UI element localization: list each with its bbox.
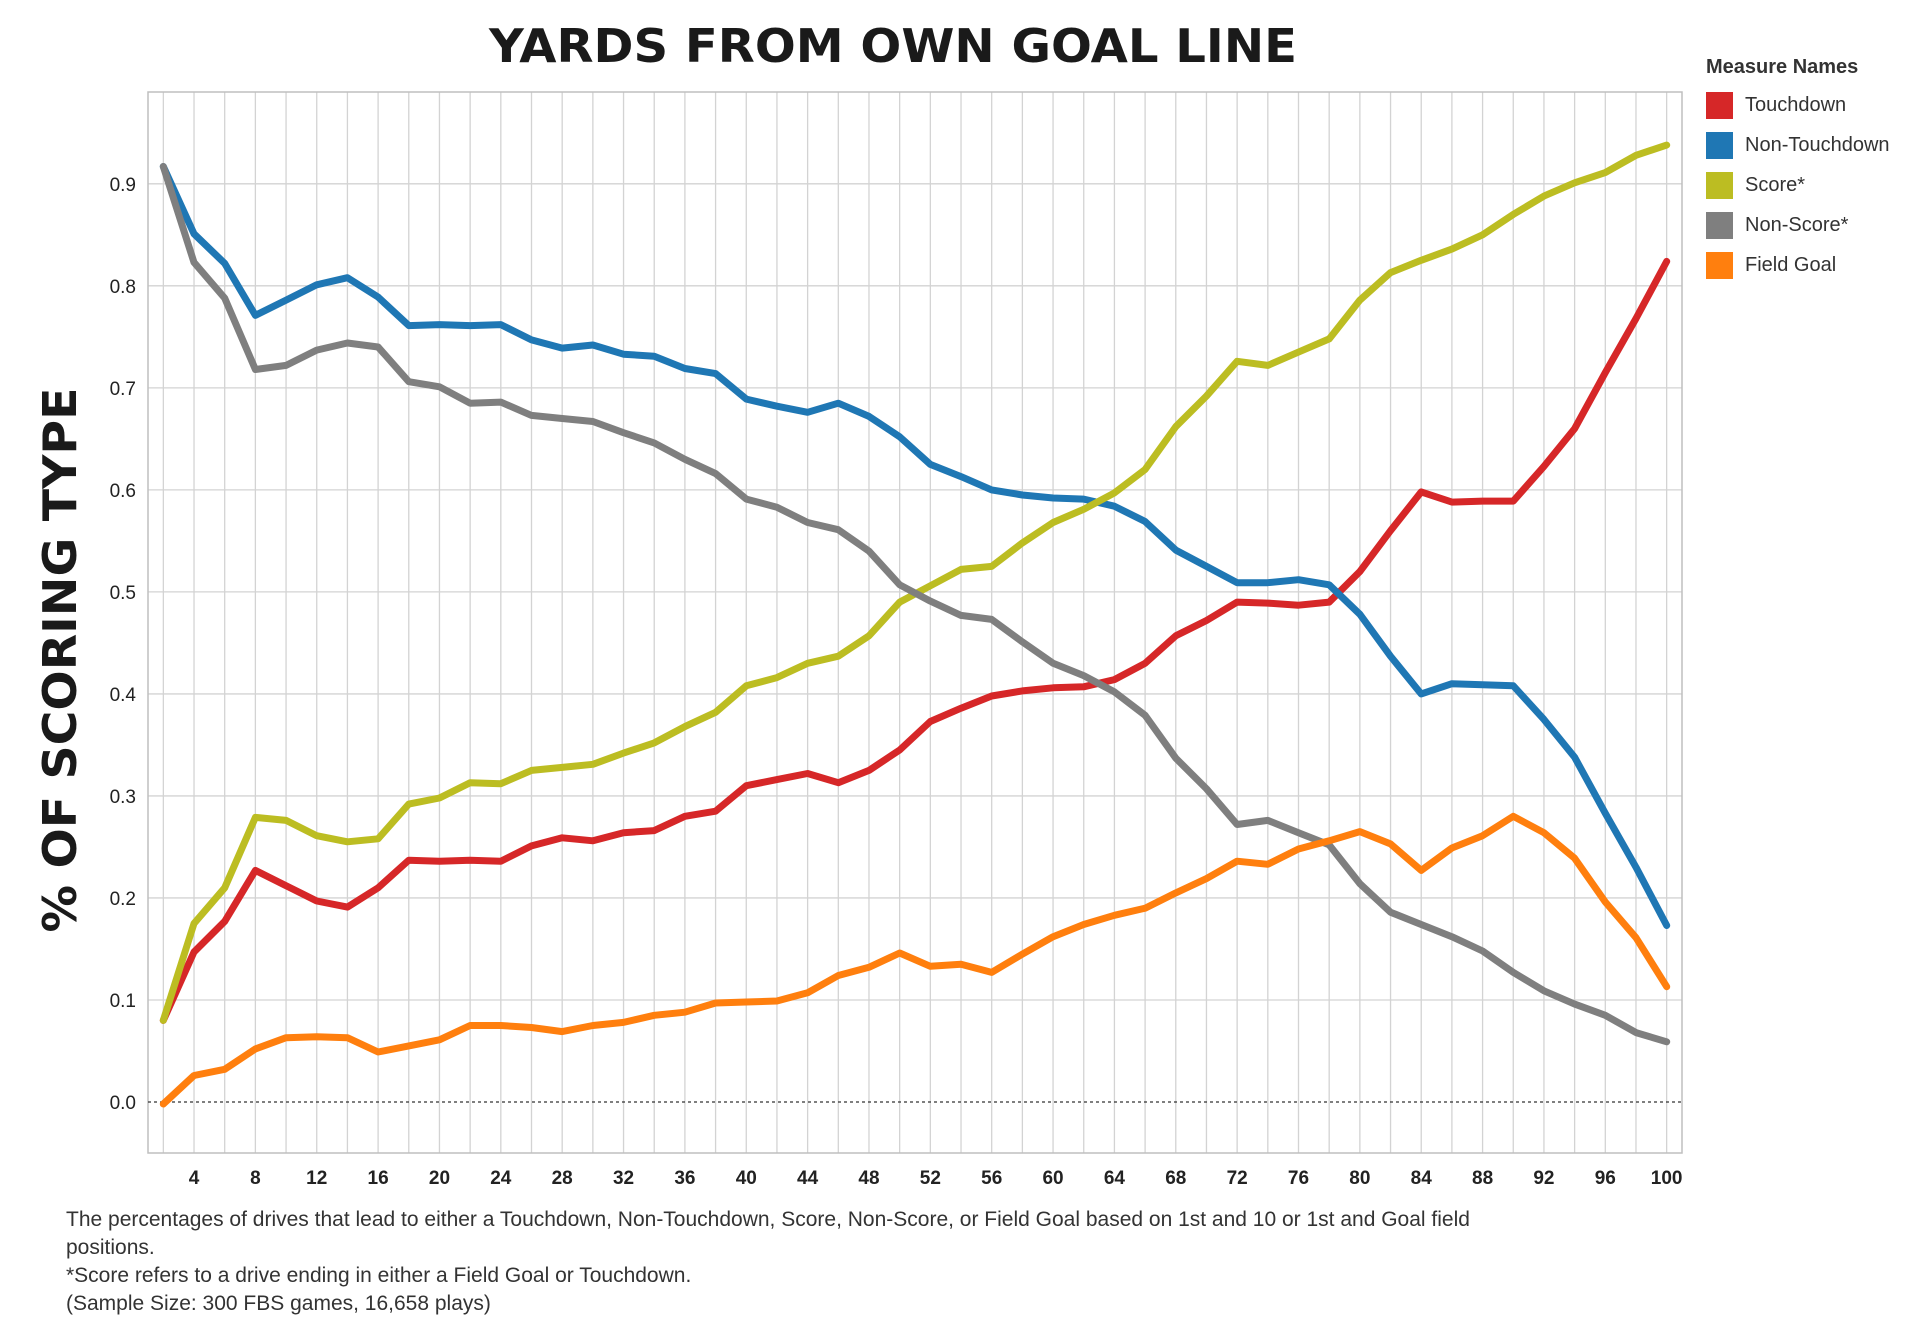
x-tick-label: 12 <box>306 1168 327 1189</box>
x-tick-label: 24 <box>490 1168 512 1189</box>
x-tick-label: 48 <box>858 1168 879 1189</box>
series-line-non-score <box>159 163 1671 1046</box>
x-tick-label: 16 <box>368 1168 389 1189</box>
x-tick-label: 20 <box>429 1168 450 1189</box>
y-tick-label: 0.4 <box>110 685 137 706</box>
legend-label: Field Goal <box>1745 253 1837 276</box>
y-tick-label: 0.1 <box>110 991 136 1012</box>
y-tick-label: 0.8 <box>110 277 136 298</box>
legend-label: Non-Score* <box>1745 213 1849 236</box>
legend-swatch <box>1706 211 1733 239</box>
x-tick-label: 96 <box>1595 1168 1616 1189</box>
series-layer <box>159 141 1671 1108</box>
x-tick-label: 28 <box>552 1168 573 1189</box>
x-axis-ticks: 4 8 12 16 20 24 28 32 36 40 44 48 52 56 60 64 68 72 76 80 84… <box>189 1168 1683 1189</box>
y-axis-label: % OF SCORING TYPE <box>33 388 87 933</box>
x-tick-label: 92 <box>1533 1168 1554 1189</box>
legend: Measure Names Touchdown Non-Touchdown Scor… <box>1706 56 1906 285</box>
legend-label: Touchdown <box>1745 93 1847 116</box>
legend-swatch <box>1706 131 1733 159</box>
x-tick-label: 32 <box>613 1168 634 1189</box>
x-tick-label: 100 <box>1651 1168 1683 1189</box>
x-tick-label: 8 <box>250 1168 261 1189</box>
footnote-line: *Score refers to a drive ending in eithe… <box>66 1264 692 1287</box>
footnote-line: (Sample Size: 300 FBS games, 16,658 play… <box>66 1292 491 1315</box>
x-tick-label: 80 <box>1349 1168 1370 1189</box>
chart-title: YARDS FROM OWN GOAL LINE <box>488 19 1297 73</box>
series-line-touchdown <box>159 257 1671 1024</box>
y-tick-label: 0.5 <box>110 583 136 604</box>
y-tick-label: 0.3 <box>110 787 136 808</box>
series-line-score <box>159 141 1671 1024</box>
x-tick-label: 72 <box>1227 1168 1248 1189</box>
y-tick-label: 0.7 <box>110 379 136 400</box>
y-tick-label: 0.2 <box>110 889 136 910</box>
x-tick-label: 4 <box>189 1168 200 1189</box>
x-tick-label: 60 <box>1042 1168 1063 1189</box>
legend-swatch <box>1706 91 1733 119</box>
footnote-line: positions. <box>66 1236 155 1259</box>
x-tick-label: 64 <box>1104 1168 1126 1189</box>
legend-item-field-goal: Field Goal <box>1706 245 1906 285</box>
x-tick-label: 84 <box>1411 1168 1433 1189</box>
x-tick-label: 68 <box>1165 1168 1186 1189</box>
legend-swatch <box>1706 251 1733 279</box>
legend-label: Score* <box>1745 173 1806 196</box>
series-line-non-touchdown <box>159 163 1671 929</box>
x-tick-label: 44 <box>797 1168 819 1189</box>
y-axis-ticks: 0.0 0.1 0.2 0.3 0.4 0.5 0.6 0.7 0.8 0.9 <box>110 175 137 1114</box>
legend-item-score: Score* <box>1706 165 1906 205</box>
x-tick-label: 76 <box>1288 1168 1309 1189</box>
x-tick-label: 56 <box>981 1168 1002 1189</box>
footnote: The percentages of drives that lead to e… <box>66 1206 1706 1318</box>
x-tick-label: 40 <box>736 1168 757 1189</box>
legend-item-non-touchdown: Non-Touchdown <box>1706 125 1906 165</box>
plot-area <box>147 91 1683 1154</box>
legend-item-non-score: Non-Score* <box>1706 205 1906 245</box>
y-tick-label: 0.0 <box>110 1093 136 1114</box>
legend-swatch <box>1706 171 1733 199</box>
footnote-line: The percentages of drives that lead to e… <box>66 1208 1470 1231</box>
legend-title: Measure Names <box>1706 56 1859 78</box>
y-tick-label: 0.6 <box>110 481 136 502</box>
legend-items: Touchdown Non-Touchdown Score* Non-Score* Fi… <box>1706 85 1906 285</box>
y-tick-label: 0.9 <box>110 175 136 196</box>
x-tick-label: 36 <box>674 1168 695 1189</box>
legend-label: Non-Touchdown <box>1745 133 1890 156</box>
x-tick-label: 88 <box>1472 1168 1493 1189</box>
x-tick-label: 52 <box>920 1168 941 1189</box>
legend-item-touchdown: Touchdown <box>1706 85 1906 125</box>
series-line-field-goal <box>159 812 1671 1108</box>
